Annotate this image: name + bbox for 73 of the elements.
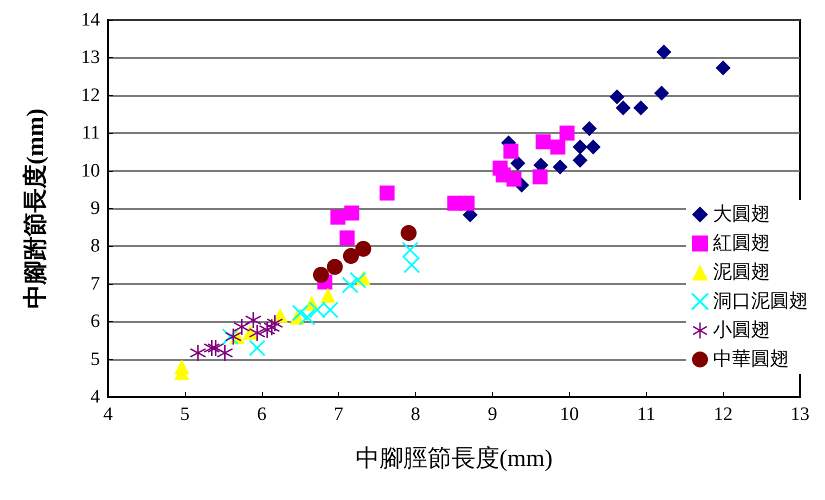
- y-tick-label: 12: [81, 84, 100, 106]
- point: [292, 304, 309, 322]
- y-tick-label: 6: [90, 311, 100, 332]
- y-tick-label: 11: [82, 122, 100, 144]
- y-tick-label: 7: [90, 273, 100, 294]
- point: [349, 272, 366, 289]
- legend-label: 中華圓翅: [713, 349, 789, 370]
- point: [616, 100, 631, 116]
- point: [552, 160, 568, 175]
- point: [313, 266, 329, 283]
- point: [322, 302, 339, 318]
- x-tick-label: 13: [790, 404, 810, 425]
- point: [654, 86, 670, 101]
- y-tick-label: 8: [90, 236, 100, 257]
- x-tick-label: 7: [334, 404, 344, 425]
- point: [572, 140, 588, 155]
- x-tick-label: 8: [410, 404, 420, 425]
- point: [633, 100, 648, 116]
- point: [380, 186, 395, 201]
- point: [586, 140, 601, 155]
- point: [264, 319, 280, 336]
- point: [344, 206, 360, 221]
- x-tick-label: 10: [560, 404, 579, 425]
- point: [326, 258, 343, 275]
- point: [190, 344, 206, 361]
- point: [506, 172, 522, 187]
- point: [222, 328, 239, 346]
- legend-label: 紅圓翅: [713, 233, 770, 254]
- y-tick-label: 5: [90, 348, 100, 370]
- point: [550, 140, 566, 155]
- point: [248, 340, 266, 356]
- point: [532, 169, 548, 184]
- legend-label: 大圓翅: [713, 204, 770, 225]
- x-axis-title: 中腳脛節長度(mm): [355, 445, 553, 472]
- point: [308, 302, 326, 318]
- legend-label: 泥圓翅: [713, 262, 770, 283]
- y-tick-label: 4: [90, 386, 100, 408]
- point: [225, 328, 242, 345]
- legend-label: 洞口泥圓翅: [713, 291, 808, 312]
- y-tick-label: 9: [90, 198, 100, 219]
- point: [245, 312, 262, 328]
- point: [234, 318, 250, 335]
- point: [249, 324, 266, 341]
- point: [572, 152, 588, 168]
- point: [355, 240, 372, 257]
- point: [400, 225, 417, 241]
- legend-label: 小圓翅: [713, 320, 770, 341]
- point: [560, 126, 575, 141]
- point: [610, 89, 625, 104]
- y-tick-label: 14: [81, 10, 100, 30]
- x-tick-label: 12: [714, 404, 733, 425]
- y-axis-title: 中腳跗節長度(mm): [22, 108, 49, 308]
- point: [320, 288, 336, 303]
- point: [174, 359, 190, 374]
- point: [510, 156, 526, 171]
- x-tick-label: 6: [257, 404, 267, 425]
- point: [342, 276, 359, 294]
- point: [460, 196, 475, 211]
- point: [342, 248, 359, 264]
- point: [340, 230, 355, 246]
- x-tick-label: 9: [488, 404, 498, 425]
- point: [216, 344, 233, 361]
- point: [536, 134, 551, 150]
- point: [503, 144, 518, 159]
- point: [716, 60, 731, 76]
- x-tick-label: 11: [637, 404, 656, 425]
- point: [656, 44, 672, 60]
- y-tick-label: 13: [81, 47, 100, 68]
- x-tick-label: 5: [180, 404, 190, 425]
- point: [330, 210, 346, 225]
- point: [582, 121, 597, 136]
- point: [298, 308, 316, 326]
- y-tick-label: 10: [81, 160, 100, 182]
